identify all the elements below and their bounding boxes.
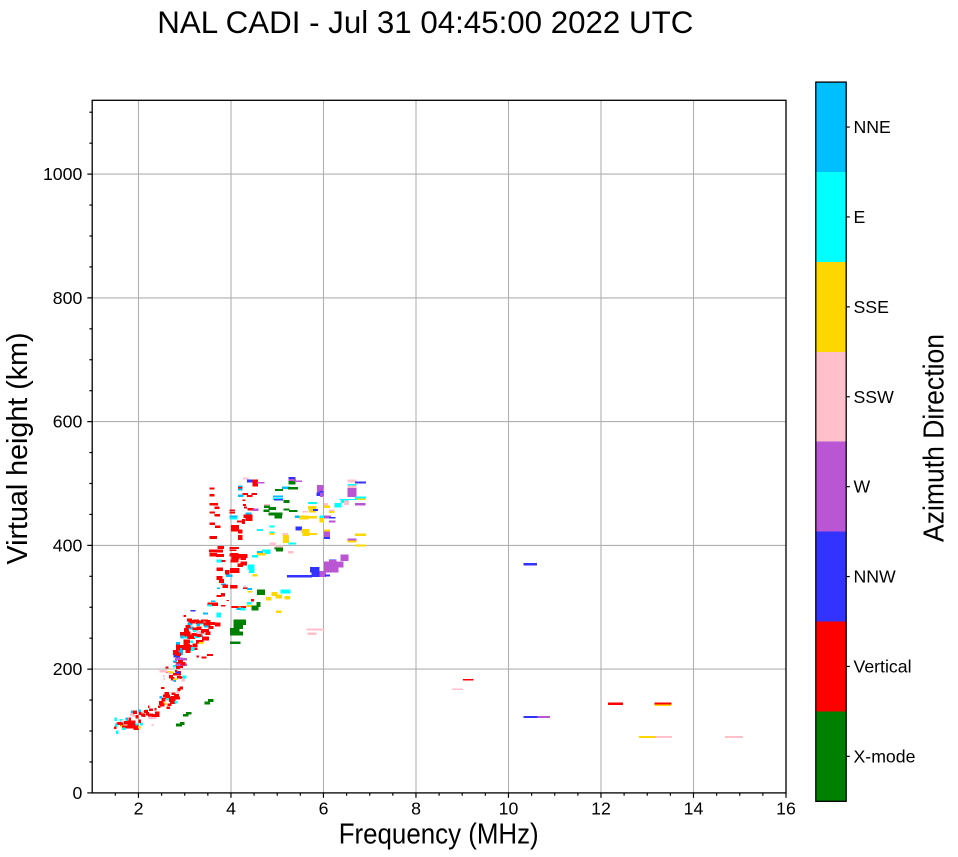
svg-text:800: 800 xyxy=(53,288,83,308)
svg-text:6: 6 xyxy=(319,799,329,819)
svg-text:Frequency (MHz): Frequency (MHz) xyxy=(339,817,539,849)
svg-text:W: W xyxy=(854,477,871,497)
svg-text:8: 8 xyxy=(411,799,421,819)
svg-text:600: 600 xyxy=(53,412,83,432)
svg-text:16: 16 xyxy=(776,799,796,819)
svg-text:1000: 1000 xyxy=(43,164,83,184)
svg-text:Virtual height (km): Virtual height (km) xyxy=(1,333,33,565)
svg-text:0: 0 xyxy=(72,783,82,803)
svg-text:E: E xyxy=(854,207,866,227)
svg-text:4: 4 xyxy=(226,799,236,819)
svg-text:SSE: SSE xyxy=(854,297,890,317)
svg-text:12: 12 xyxy=(591,799,611,819)
svg-text:2: 2 xyxy=(134,799,144,819)
svg-text:200: 200 xyxy=(53,659,83,679)
svg-text:NNE: NNE xyxy=(854,117,892,137)
svg-text:400: 400 xyxy=(53,536,83,556)
svg-text:X-mode: X-mode xyxy=(854,746,916,766)
svg-text:NNW: NNW xyxy=(854,567,897,587)
svg-text:NAL CADI - Jul 31 04:45:00 202: NAL CADI - Jul 31 04:45:00 2022 UTC xyxy=(157,4,693,40)
svg-text:Azimuth Direction: Azimuth Direction xyxy=(919,334,951,542)
svg-text:14: 14 xyxy=(684,799,704,819)
svg-text:SSW: SSW xyxy=(854,387,895,407)
svg-text:Vertical: Vertical xyxy=(854,656,912,676)
svg-text:10: 10 xyxy=(499,799,519,819)
